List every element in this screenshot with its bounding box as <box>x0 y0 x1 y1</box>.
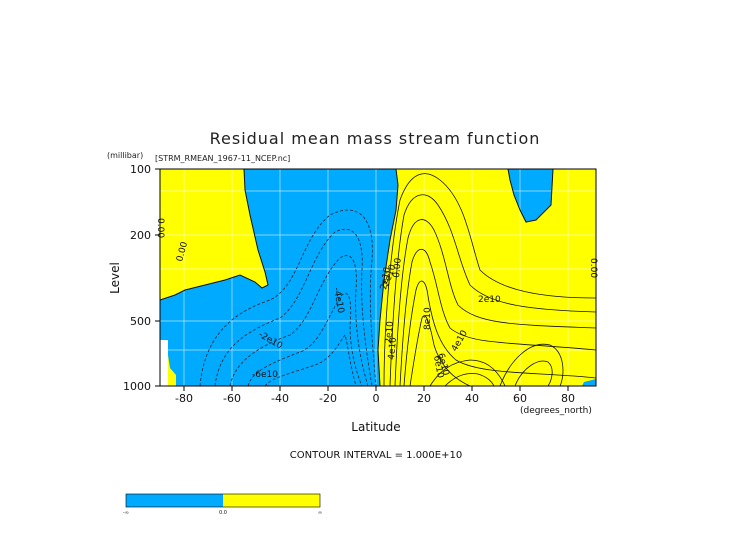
positive-contours <box>383 173 597 387</box>
chart-title: Residual mean mass stream function <box>210 129 541 148</box>
contour-labels: 0.00 0.00 0.00 0.00 2e10 4e10 2e10 2e10 … <box>155 218 598 380</box>
negative-region-main <box>160 169 398 386</box>
y-tick-label: 100 <box>130 163 151 176</box>
colorbar-positive <box>223 494 320 507</box>
contour-interval-text: CONTOUR INTERVAL = 1.000E+10 <box>290 450 462 461</box>
colorbar-label-mid: 0.0 <box>219 510 227 516</box>
colorbar: -∞ 0.0 ∞ <box>123 493 322 516</box>
y-tick-label: 200 <box>130 229 151 242</box>
colorbar-label-max: ∞ <box>318 510 322 516</box>
colorbar-label-min: -∞ <box>123 510 129 516</box>
x-units-label: (degrees_north) <box>520 406 592 416</box>
zero-contours <box>159 168 554 387</box>
contour-label: 6e10 <box>431 355 445 379</box>
y-units-label: (millibar) <box>107 151 143 160</box>
y-axis-label: Level <box>108 262 122 294</box>
negative-region-corner <box>582 379 596 386</box>
y-tick-label: 1000 <box>123 380 151 393</box>
y-tick-label: 500 <box>130 315 151 328</box>
colorbar-frame <box>125 493 321 508</box>
x-tick-label: -40 <box>271 392 289 405</box>
contour-label: 2e10 <box>478 295 501 305</box>
contour-label: 2e10 <box>379 266 393 290</box>
x-tick-labels: -80 -60 -40 -20 0 20 40 60 80 <box>175 392 575 405</box>
x-tick-label: -20 <box>319 392 337 405</box>
colorbar-negative <box>126 494 223 507</box>
plot-frame <box>159 168 597 387</box>
x-tick-label: -80 <box>175 392 193 405</box>
contour-label: -6e10 <box>252 370 278 380</box>
x-axis-ticks <box>183 386 569 391</box>
negative-region-top-right <box>508 169 553 222</box>
y-tick-labels: 100 200 500 1000 <box>123 163 151 393</box>
x-tick-label: -60 <box>223 392 241 405</box>
contour-label: 8e10 <box>423 307 433 330</box>
x-tick-label: 0 <box>373 392 380 405</box>
grid-lines <box>160 169 596 386</box>
chart-subtitle: [STRM_RMEAN_1967-11_NCEP.nc] <box>155 154 290 163</box>
contour-label: 0.00 <box>392 257 404 278</box>
x-tick-label: 60 <box>513 392 527 405</box>
negative-contours <box>199 209 377 387</box>
contour-label: 4e10 <box>387 336 399 360</box>
contour-label: 0.00 <box>588 258 598 278</box>
contour-label: 2e10 <box>384 320 396 344</box>
x-tick-label: 20 <box>417 392 431 405</box>
y-axis-ticks <box>155 168 160 387</box>
x-tick-label: 40 <box>465 392 479 405</box>
missing-data-area <box>160 340 168 386</box>
contour-label: -4e10 <box>331 287 345 315</box>
x-tick-label: 80 <box>561 392 575 405</box>
plot-area <box>159 168 597 387</box>
x-axis-label: Latitude <box>351 420 400 434</box>
